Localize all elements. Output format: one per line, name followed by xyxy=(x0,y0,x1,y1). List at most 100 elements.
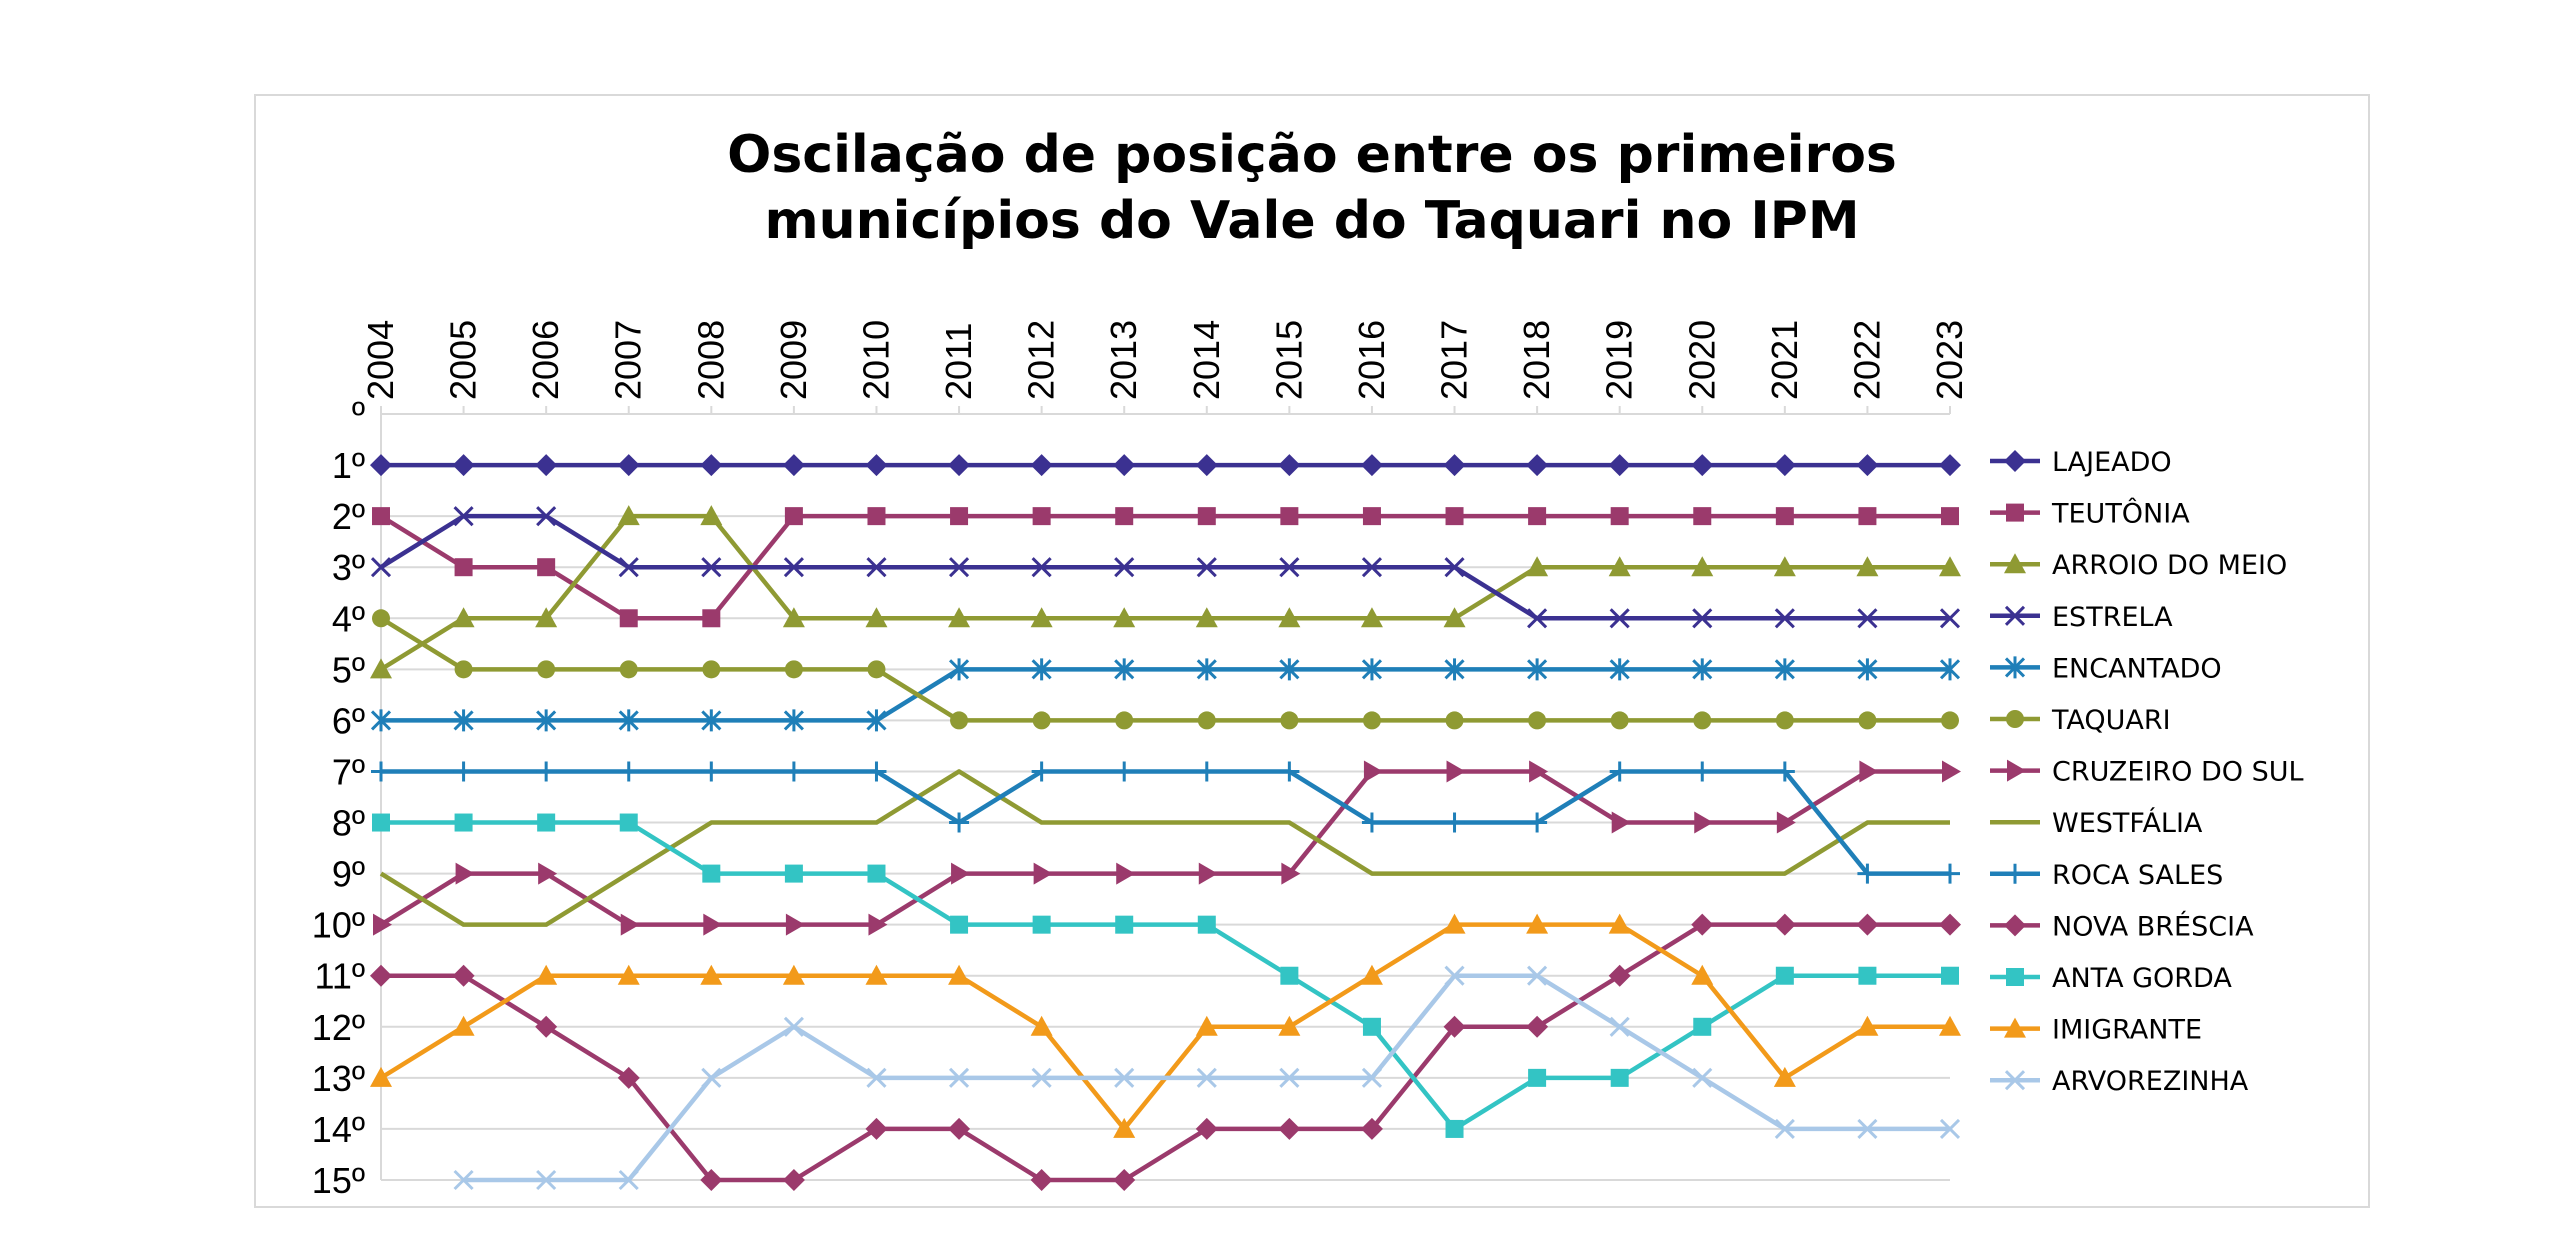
data-point xyxy=(701,1067,722,1088)
data-point xyxy=(1939,454,1961,477)
data-point xyxy=(370,709,392,732)
data-point xyxy=(1443,1015,1466,1038)
data-point xyxy=(1031,557,1052,578)
data-point xyxy=(1774,761,1795,782)
data-point xyxy=(1610,1068,1629,1087)
data-point xyxy=(1774,1118,1795,1139)
data-point xyxy=(536,506,557,527)
series-6 xyxy=(373,760,1961,936)
y-tick-label: º xyxy=(352,394,365,435)
data-point xyxy=(536,761,557,782)
data-point xyxy=(1197,507,1216,526)
series-lines xyxy=(370,454,1961,1191)
data-point xyxy=(1857,863,1878,884)
data-point xyxy=(618,761,639,782)
data-point xyxy=(1691,964,1714,985)
data-point xyxy=(1361,557,1383,578)
x-tick-label: 2020 xyxy=(1681,320,1722,400)
data-point xyxy=(1113,454,1136,477)
data-point xyxy=(783,709,804,732)
data-point xyxy=(865,964,888,985)
x-tick-label: 2011 xyxy=(938,323,979,400)
legend-marker xyxy=(2004,1070,2026,1091)
data-point xyxy=(535,454,558,477)
data-point xyxy=(1196,761,1217,782)
y-tick-label: 10º xyxy=(312,905,365,946)
data-point xyxy=(1774,658,1795,681)
data-point xyxy=(1196,557,1217,578)
data-point xyxy=(1693,507,1712,526)
series-line xyxy=(381,820,1950,1132)
y-tick-label: 15º xyxy=(312,1160,365,1201)
data-point xyxy=(1856,454,1879,477)
data-point xyxy=(1030,1015,1053,1036)
data-point xyxy=(866,1067,887,1088)
data-point xyxy=(1773,1066,1796,1087)
x-tick-label: 2004 xyxy=(360,320,401,400)
data-point xyxy=(373,913,392,936)
data-point xyxy=(1113,1117,1136,1138)
data-point xyxy=(866,557,887,578)
data-point xyxy=(1942,760,1961,783)
data-point xyxy=(1360,964,1383,985)
data-point xyxy=(867,507,886,526)
series-10 xyxy=(372,813,1959,1138)
data-point xyxy=(783,1016,804,1037)
data-point xyxy=(948,1117,971,1140)
data-point xyxy=(617,964,640,985)
data-point xyxy=(617,1066,640,1089)
data-point xyxy=(1196,658,1217,681)
data-point xyxy=(619,609,638,628)
data-point xyxy=(782,964,805,985)
series-3 xyxy=(370,506,1961,629)
legend-item: ARVOREZINHA xyxy=(1990,1066,2249,1097)
legend-marker xyxy=(2004,1017,2026,1038)
data-point xyxy=(1939,1015,1961,1036)
x-tick-label: 2013 xyxy=(1103,320,1144,400)
data-point xyxy=(618,557,639,578)
data-point xyxy=(703,913,723,936)
data-point xyxy=(1195,607,1218,628)
data-point xyxy=(784,507,803,526)
data-point xyxy=(1278,1117,1301,1140)
data-point xyxy=(1278,454,1301,477)
data-point xyxy=(1197,711,1216,730)
data-point xyxy=(867,660,886,679)
data-point xyxy=(1691,556,1714,577)
series-4 xyxy=(370,658,1961,732)
data-point xyxy=(1857,1118,1878,1139)
legend-item: TEUTÔNIA xyxy=(1990,498,2190,530)
data-point xyxy=(1939,913,1961,936)
data-point xyxy=(948,964,971,985)
x-tick-label: 2015 xyxy=(1268,320,1309,400)
data-point xyxy=(370,658,392,679)
data-point xyxy=(1775,966,1794,985)
legend-item: CRUZEIRO DO SUL xyxy=(1990,757,2304,788)
data-point xyxy=(1197,915,1216,934)
series-line xyxy=(381,769,1950,876)
y-tick-label: 9º xyxy=(332,854,365,895)
data-point xyxy=(783,557,804,578)
data-point xyxy=(619,660,638,679)
data-point xyxy=(1360,607,1383,628)
x-tick-label: 2019 xyxy=(1599,320,1640,400)
y-tick-label: 12º xyxy=(312,1007,365,1048)
data-point xyxy=(1856,1015,1879,1036)
data-point xyxy=(455,862,475,885)
data-point xyxy=(1609,608,1630,629)
data-point xyxy=(618,1169,639,1191)
data-point xyxy=(1608,556,1631,577)
data-point xyxy=(1360,454,1383,477)
data-point xyxy=(950,915,969,934)
data-point xyxy=(1362,711,1381,730)
y-tick-label: 4º xyxy=(332,598,365,639)
legend-label: TAQUARI xyxy=(2051,705,2171,736)
series-line xyxy=(379,769,1950,927)
x-tick-label: 2022 xyxy=(1846,320,1887,400)
data-point xyxy=(1279,658,1300,681)
x-tick-label: 2016 xyxy=(1351,320,1392,400)
legend-item: ESTRELA xyxy=(1990,602,2173,633)
data-point xyxy=(948,454,971,477)
series-line xyxy=(379,616,1950,723)
